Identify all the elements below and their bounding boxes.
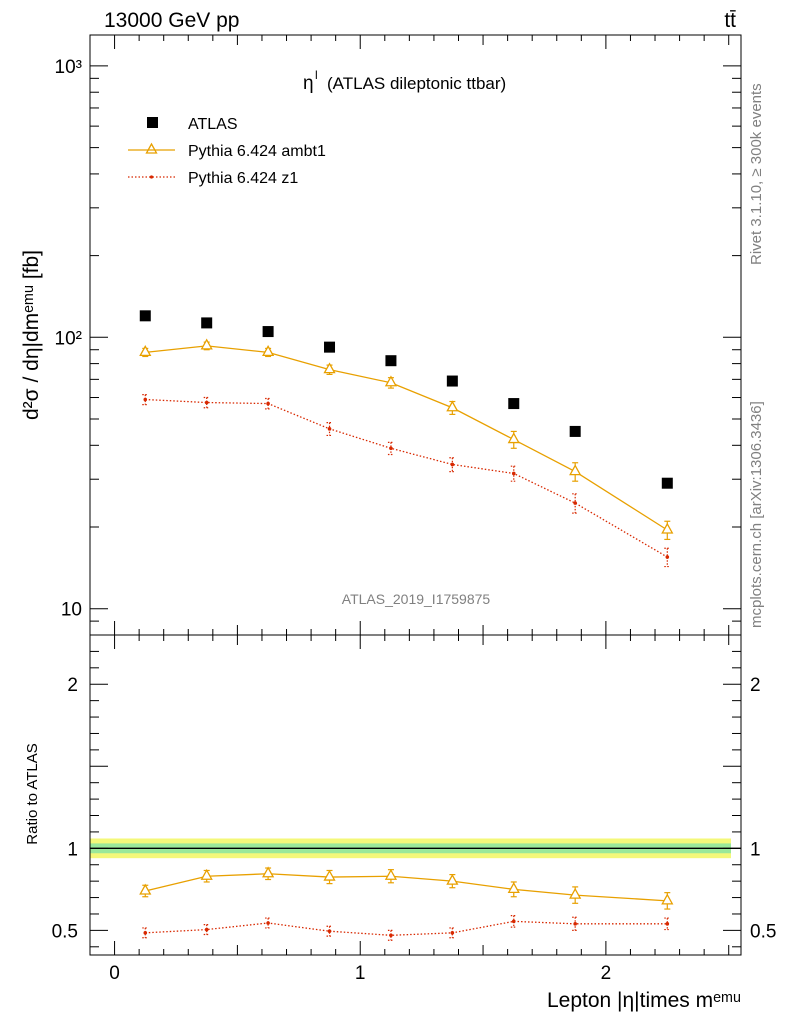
main-point-ambt1 xyxy=(507,432,520,444)
ratio-point-ambt1 xyxy=(507,882,520,894)
y-tick-label: 10³ xyxy=(55,57,82,78)
ratio-y-axis-label: Ratio to ATLAS xyxy=(24,743,41,844)
ratio-y-tick-label: 2 xyxy=(67,675,78,696)
legend-marker-z1 xyxy=(149,175,154,179)
main-point-ambt1 xyxy=(323,362,336,374)
mcplots-label: mcplots.cern.ch [arXiv:1306.3436] xyxy=(748,401,765,628)
main-point-z1 xyxy=(266,401,270,406)
main-point-atlas xyxy=(661,477,673,489)
ratio-point-ambt1 xyxy=(569,887,582,899)
main-triangle-line xyxy=(145,345,668,531)
x-tick-label: 1 xyxy=(355,963,366,984)
ratio-point-z1 xyxy=(450,931,455,935)
main-point-atlas xyxy=(569,425,581,437)
main-point-ambt1 xyxy=(569,464,582,476)
ratio-point-z1 xyxy=(573,922,577,926)
ratio-point-z1 xyxy=(511,919,516,924)
main-point-atlas xyxy=(262,326,274,338)
main-point-ambt1 xyxy=(139,345,152,357)
ratio-uncertainty-bands xyxy=(90,838,741,859)
x-axis-label: Lepton |η|times mᵉᵐᵘ xyxy=(547,989,741,1012)
x-tick-label: 0 xyxy=(109,963,120,984)
title-symbol: η xyxy=(303,73,314,94)
ratio-point-ambt1 xyxy=(139,883,152,895)
analysis-watermark: ATLAS_2019_I1759875 xyxy=(342,591,491,607)
ratio-y-tick-label: 0.5 xyxy=(52,921,78,942)
ratio-point-z1 xyxy=(665,922,670,926)
ratio-point-ambt1 xyxy=(384,868,398,880)
legend-marker-ambt1 xyxy=(145,142,158,154)
ratio-point-z1 xyxy=(143,931,148,935)
rivet-label: Rivet 3.1.10, ≥ 300k events xyxy=(748,83,765,265)
main-point-ambt1 xyxy=(446,400,459,412)
ratio-point-ambt1 xyxy=(661,893,674,905)
legend-label-atlas: ATLAS xyxy=(188,116,238,133)
main-point-atlas xyxy=(385,355,397,367)
main-dot-line xyxy=(145,398,668,558)
ratio-point-z1 xyxy=(204,927,209,932)
energy-label: 13000 GeV pp xyxy=(104,9,239,32)
ratio-point-ambt1 xyxy=(446,873,459,885)
ratio-triangle-line xyxy=(145,873,668,902)
main-point-ambt1 xyxy=(200,338,213,350)
ratio-dot-line xyxy=(145,920,668,936)
main-point-z1 xyxy=(143,397,148,402)
main-point-z1 xyxy=(511,471,516,476)
main-point-ambt1 xyxy=(661,522,674,534)
main-point-z1 xyxy=(389,446,393,451)
x-tick-label: 2 xyxy=(601,963,612,984)
legend-marker-atlas xyxy=(147,117,158,128)
title-superscript: l xyxy=(315,68,318,82)
ratio-point-z1 xyxy=(389,933,393,938)
main-point-atlas xyxy=(201,317,213,329)
main-point-ambt1 xyxy=(384,375,398,387)
process-label: tt̄ xyxy=(724,9,736,32)
ratio-point-ambt1 xyxy=(261,866,275,878)
main-point-z1 xyxy=(573,501,577,505)
main-point-z1 xyxy=(204,400,209,405)
main-point-z1 xyxy=(327,427,332,431)
ratio-point-ambt1 xyxy=(200,868,213,880)
ratio-point-z1 xyxy=(266,921,270,925)
ratio-y-tick-label-right: 2 xyxy=(750,675,761,696)
chart-title: (ATLAS dileptonic ttbar) xyxy=(327,74,506,93)
ratio-y-tick-label-right: 1 xyxy=(750,839,761,860)
y-tick-label: 10² xyxy=(55,328,82,349)
legend: ATLAS Pythia 6.424 ambt1 Pythia 6.424 z1 xyxy=(128,116,326,187)
ratio-point-ambt1 xyxy=(323,869,336,881)
legend-label-z1: Pythia 6.424 z1 xyxy=(188,170,298,187)
y-tick-label: 10 xyxy=(61,600,82,621)
main-point-z1 xyxy=(665,555,670,559)
main-point-atlas xyxy=(508,398,520,410)
ratio-point-z1 xyxy=(327,929,332,934)
ratio-y-tick-label-right: 0.5 xyxy=(750,921,776,942)
main-y-axis-label: d²σ / dη|dmᵉᵐᵘ [fb] xyxy=(20,250,43,420)
data-marks xyxy=(139,310,674,941)
ratio-y-tick-label: 1 xyxy=(67,839,78,860)
axes: 0 1 2 10 10² 10³ 0.5 0.5 1 1 2 2 xyxy=(52,35,776,984)
legend-label-ambt1: Pythia 6.424 ambt1 xyxy=(188,143,326,160)
ratio-plot-frame xyxy=(89,634,742,956)
main-point-z1 xyxy=(450,462,455,467)
main-point-atlas xyxy=(446,375,458,387)
main-point-ambt1 xyxy=(261,345,275,357)
main-point-atlas xyxy=(324,341,336,353)
main-point-atlas xyxy=(139,310,151,322)
